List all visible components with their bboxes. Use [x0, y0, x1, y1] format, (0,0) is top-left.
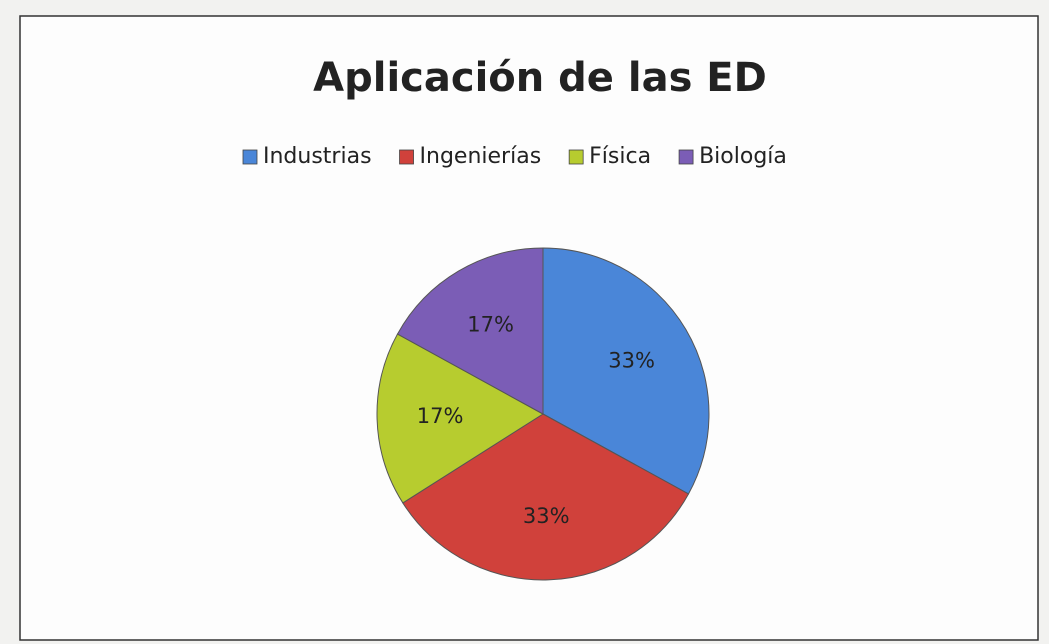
data-label: 17% [467, 312, 514, 336]
legend-label: Ingenierías [420, 144, 542, 169]
legend-swatch [242, 149, 258, 165]
pie-slice [402, 413, 690, 581]
data-label: 17% [417, 404, 464, 428]
legend-label: Industrias [263, 144, 372, 169]
legend-label: Biología [699, 144, 787, 169]
pie-slice [396, 247, 544, 415]
data-label: 33% [523, 504, 570, 528]
legend-label: Física [589, 144, 651, 169]
legend-swatch [678, 149, 694, 165]
data-label: 33% [608, 349, 655, 373]
legend-swatch [399, 149, 414, 165]
legend-swatch [568, 149, 584, 165]
pie-slice [542, 247, 710, 495]
chart-title: Aplicación de las ED [313, 55, 767, 101]
pie-slice [376, 333, 544, 504]
